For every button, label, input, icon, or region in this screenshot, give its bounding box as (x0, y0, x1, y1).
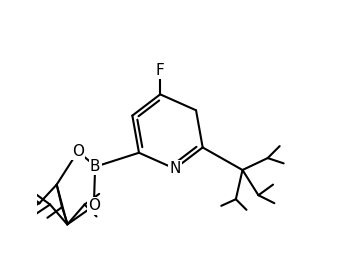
Text: O: O (72, 144, 84, 159)
Text: F: F (156, 63, 164, 78)
Text: O: O (88, 198, 100, 213)
Text: N: N (169, 161, 180, 176)
Text: B: B (90, 159, 100, 173)
